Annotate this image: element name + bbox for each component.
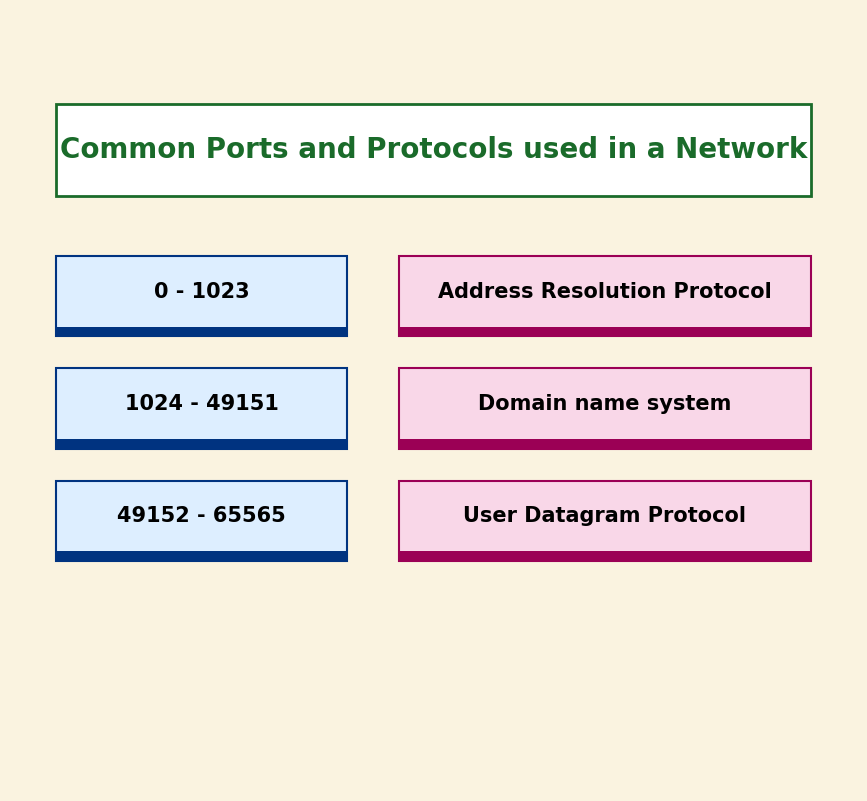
Bar [56,327,347,336]
Bar [399,551,811,561]
Text: Common Ports and Protocols used in a Network: Common Ports and Protocols used in a Net… [60,136,807,164]
Bar [399,256,811,336]
Bar [56,104,811,196]
Bar [399,368,811,449]
Bar [56,439,347,449]
Bar [399,327,811,336]
Bar [56,368,347,449]
Text: 49152 - 65565: 49152 - 65565 [117,506,286,525]
Bar [56,481,347,561]
Text: User Datagram Protocol: User Datagram Protocol [463,506,746,525]
Bar [399,439,811,449]
Text: Address Resolution Protocol: Address Resolution Protocol [438,282,772,301]
Bar [56,551,347,561]
Text: 0 - 1023: 0 - 1023 [153,282,250,301]
Bar [56,256,347,336]
Text: Domain name system: Domain name system [478,394,732,413]
Bar [399,481,811,561]
Text: 1024 - 49151: 1024 - 49151 [125,394,278,413]
